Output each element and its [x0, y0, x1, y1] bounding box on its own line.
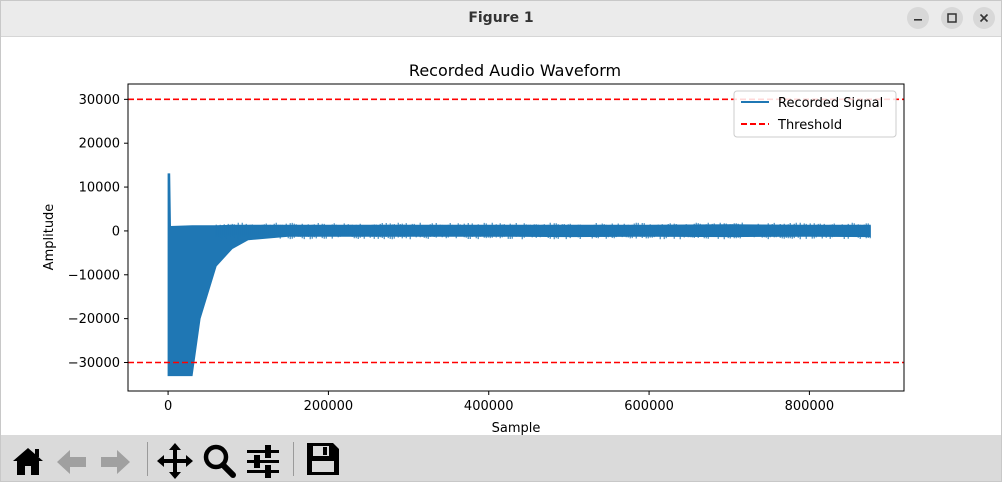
- toolbar-separator: [147, 442, 148, 476]
- minimize-icon: [914, 19, 922, 21]
- legend: Recorded Signal Threshold: [733, 90, 897, 138]
- chart-title: Recorded Audio Waveform: [409, 61, 621, 80]
- arrow-right-icon: [101, 450, 130, 474]
- home-icon: [13, 448, 43, 475]
- forward-button[interactable]: [96, 439, 136, 479]
- x-tick-label: 200000: [304, 399, 354, 414]
- axes-frame: [127, 83, 905, 392]
- x-axis-label: Sample: [492, 421, 541, 435]
- sliders-icon: [247, 445, 279, 478]
- arrow-left-icon: [57, 450, 86, 474]
- minimize-button[interactable]: [907, 7, 929, 29]
- y-tick-label: −10000: [68, 268, 120, 283]
- magnifier-icon: [203, 444, 236, 478]
- maximize-icon: [947, 13, 957, 23]
- navigation-toolbar: [1, 435, 1001, 481]
- chart-svg[interactable]: Recorded Audio Waveform 0 200000 400000 600…: [1, 37, 1001, 436]
- back-button[interactable]: [51, 439, 91, 479]
- save-button[interactable]: [303, 439, 343, 479]
- recorded-signal-noise: [215, 222, 871, 240]
- y-tick-label: 20000: [79, 137, 120, 152]
- x-tick-label: 400000: [464, 399, 514, 414]
- zoom-button[interactable]: [199, 439, 239, 479]
- close-button[interactable]: [973, 7, 995, 29]
- x-tick-label: 800000: [785, 399, 835, 414]
- legend-label-recorded-signal: Recorded Signal: [778, 96, 883, 111]
- pan-button[interactable]: [155, 439, 195, 479]
- y-tick-label: 0: [112, 224, 120, 239]
- x-tick-label: 0: [164, 399, 172, 414]
- x-tick-label: 600000: [624, 399, 674, 414]
- window-title: Figure 1: [468, 10, 534, 26]
- legend-label-threshold: Threshold: [777, 118, 842, 133]
- y-tick-label: −30000: [68, 356, 120, 371]
- floppy-disk-icon: [307, 443, 339, 475]
- toolbar-separator: [293, 442, 294, 476]
- y-tick-label: −20000: [68, 312, 120, 327]
- close-icon: [979, 13, 989, 23]
- title-bar[interactable]: Figure 1: [1, 1, 1001, 37]
- maximize-button[interactable]: [941, 7, 963, 29]
- legend-box: [733, 90, 897, 138]
- recorded-signal-waveform: [167, 173, 871, 377]
- y-axis-label: Amplitude: [42, 204, 57, 271]
- move-icon: [157, 443, 193, 479]
- y-tick-label: 30000: [79, 93, 120, 108]
- y-tick-label: 10000: [79, 181, 120, 196]
- figure-canvas[interactable]: Recorded Audio Waveform 0 200000 400000 600…: [1, 37, 1001, 436]
- home-button[interactable]: [8, 439, 48, 479]
- configure-subplots-button[interactable]: [243, 439, 283, 479]
